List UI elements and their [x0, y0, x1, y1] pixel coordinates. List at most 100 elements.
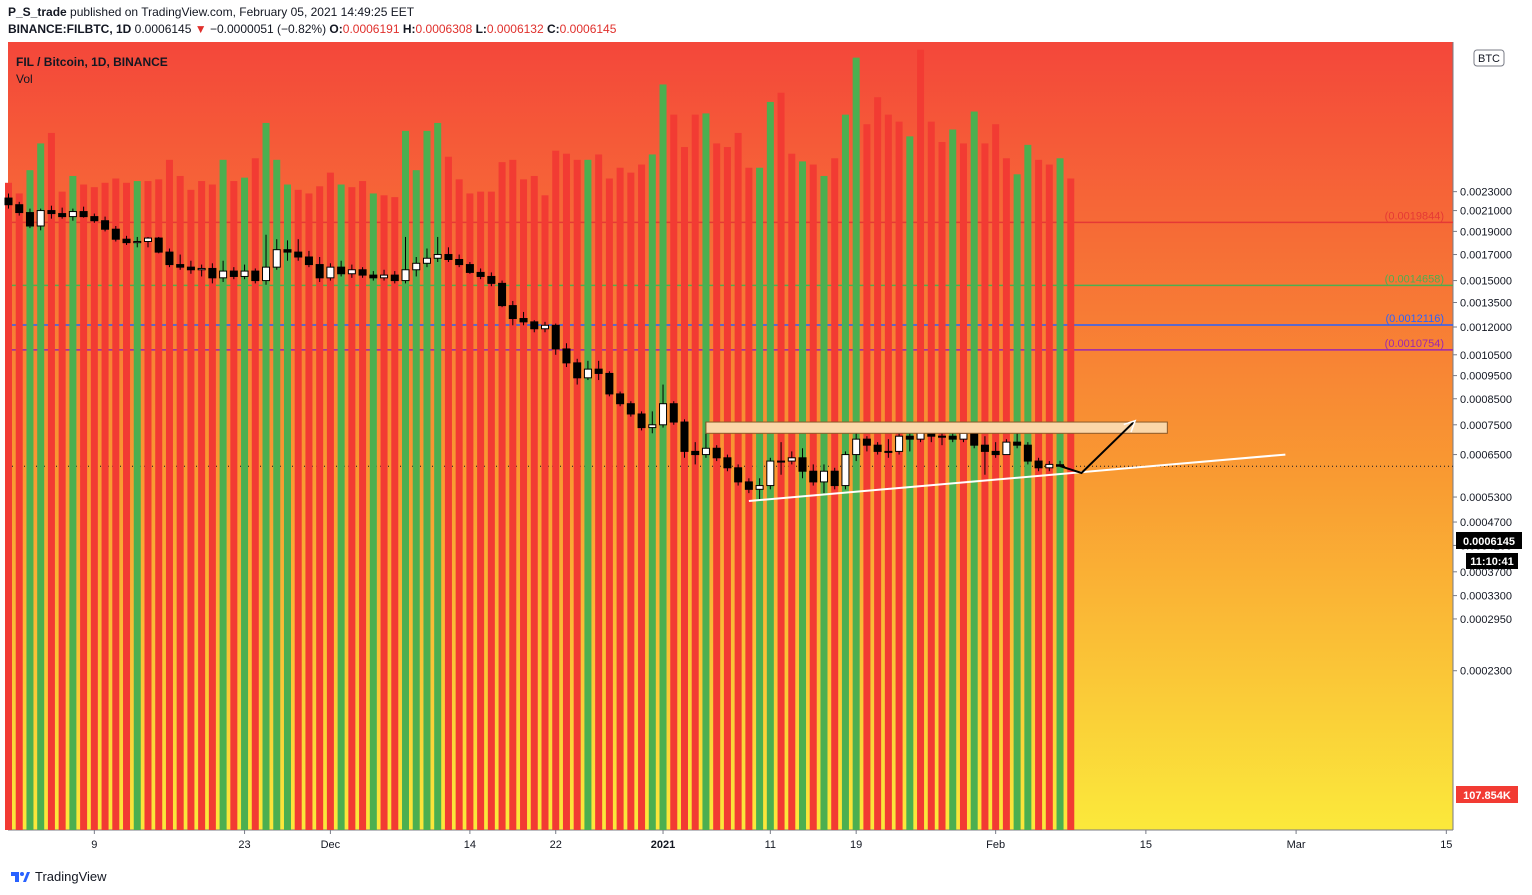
- volume-bar: [498, 162, 506, 830]
- candle-body: [90, 216, 99, 222]
- candle-body: [122, 238, 131, 244]
- volume-bar: [1024, 144, 1032, 830]
- last-price-marker: 0.0006145 11:10:41: [1456, 532, 1522, 569]
- candle-body: [755, 485, 764, 490]
- volume-bar: [788, 153, 796, 830]
- candle-body: [948, 435, 957, 440]
- volume-bar: [434, 122, 442, 831]
- x-tick-label: 22: [550, 839, 562, 851]
- volume-bar: [745, 167, 753, 831]
- volume-bar: [80, 184, 88, 830]
- volume-bar: [198, 181, 206, 830]
- currency-badge[interactable]: BTC: [1473, 49, 1505, 67]
- footer: TradingView: [0, 866, 1532, 895]
- candle-body: [444, 254, 453, 260]
- volume-bar: [251, 158, 259, 831]
- candle-body: [304, 256, 313, 266]
- y-tick-label: 0.0003300: [1460, 591, 1512, 603]
- x-tick-label: 14: [464, 839, 476, 851]
- volume-bar: [938, 141, 946, 831]
- candle-body: [422, 257, 431, 264]
- candle-body: [326, 266, 335, 279]
- candle-body: [777, 460, 786, 463]
- volume-bar: [402, 130, 410, 830]
- candle-body: [519, 318, 528, 323]
- candle-body: [841, 454, 850, 487]
- candle-body: [938, 435, 947, 438]
- candle-body: [36, 210, 45, 227]
- author-name[interactable]: P_S_trade: [8, 5, 67, 19]
- candle-body: [637, 413, 646, 429]
- candle-body: [508, 305, 517, 320]
- candle-body: [101, 220, 110, 230]
- volume-bar: [680, 147, 688, 830]
- x-tick-label: 15: [1140, 839, 1152, 851]
- low-label: L:: [475, 22, 487, 36]
- volume-bar: [423, 130, 431, 830]
- candle-body: [809, 470, 818, 483]
- candle-body: [819, 470, 828, 483]
- candle-body: [712, 447, 721, 459]
- candle-body: [455, 258, 464, 266]
- tradingview-logo[interactable]: TradingView: [10, 869, 107, 884]
- volume-bar: [949, 129, 957, 830]
- y-tick-label: 0.0019000: [1460, 226, 1512, 238]
- volume-bar: [337, 184, 345, 830]
- volume-bar: [1035, 159, 1043, 831]
- y-tick-label: 0.0021000: [1460, 206, 1512, 218]
- candle-body: [895, 435, 904, 452]
- candle-body: [219, 270, 228, 279]
- volume-bar: [992, 124, 1000, 831]
- volume-marker: 107.854K: [1456, 786, 1518, 803]
- level-label: (0.0014658): [1385, 273, 1444, 285]
- candle-body: [884, 450, 893, 453]
- x-tick-label: 11: [765, 839, 776, 851]
- volume-bar: [348, 187, 356, 830]
- candle-body: [79, 211, 88, 218]
- volume-bar: [1067, 178, 1075, 831]
- volume-marker-label: 107.854K: [1463, 790, 1511, 802]
- volume-bar: [273, 159, 281, 831]
- quote-line: BINANCE:FILBTC, 1D 0.0006145 ▼ −0.000005…: [8, 22, 616, 36]
- x-tick-label: Feb: [986, 839, 1005, 851]
- volume-bar: [616, 167, 624, 831]
- volume-bar: [638, 164, 646, 830]
- volume-bar: [380, 195, 388, 831]
- candle-body: [1013, 441, 1022, 446]
- currency-badge-text: BTC: [1478, 53, 1500, 65]
- volume-bar: [659, 84, 667, 831]
- countdown-label: 11:10:41: [1470, 556, 1513, 568]
- down-arrow-icon: ▼: [194, 22, 207, 36]
- volume-bar: [230, 181, 238, 830]
- volume-bar: [713, 143, 721, 830]
- projection-path: [1059, 419, 1136, 475]
- volume-bar: [359, 181, 367, 830]
- y-tick-label: 0.0003700: [1460, 567, 1512, 579]
- candle-body: [680, 421, 689, 452]
- price-chart[interactable]: (0.0019844) (0.0014658) (0.0012116) (0.0010…: [0, 42, 1532, 866]
- candle-body: [294, 251, 303, 258]
- drawings: [705, 419, 1286, 502]
- y-axis-ticks: 0.0023000 0.0021000 0.0019000 0.0017000 0.00…: [1453, 187, 1512, 678]
- y-tick-label: 0.0010500: [1460, 350, 1512, 362]
- level-label: (0.0012116): [1385, 313, 1444, 325]
- candle-body: [551, 324, 560, 350]
- volume-bar: [326, 172, 334, 830]
- open-value: 0.0006191: [342, 22, 400, 36]
- candle-body: [154, 237, 163, 253]
- last-price-label: 0.0006145: [1463, 536, 1515, 548]
- y-tick-label: 0.0015000: [1460, 276, 1512, 288]
- price-axis[interactable]: [1453, 42, 1532, 830]
- candle-body: [143, 237, 152, 242]
- candle-body: [766, 460, 775, 487]
- volume-bar: [5, 182, 12, 830]
- candle-body: [197, 267, 206, 271]
- candle-body: [594, 368, 603, 374]
- tradingview-logo-icon: [11, 872, 30, 882]
- candle-body: [208, 267, 217, 279]
- x-tick-label: Dec: [321, 839, 341, 851]
- publish-header: P_S_trade published on TradingView.com, …: [0, 0, 1532, 42]
- legend-title: FIL / Bitcoin, 1D, BINANCE: [16, 55, 168, 69]
- candle-body: [541, 324, 549, 330]
- volume-bar: [981, 143, 989, 830]
